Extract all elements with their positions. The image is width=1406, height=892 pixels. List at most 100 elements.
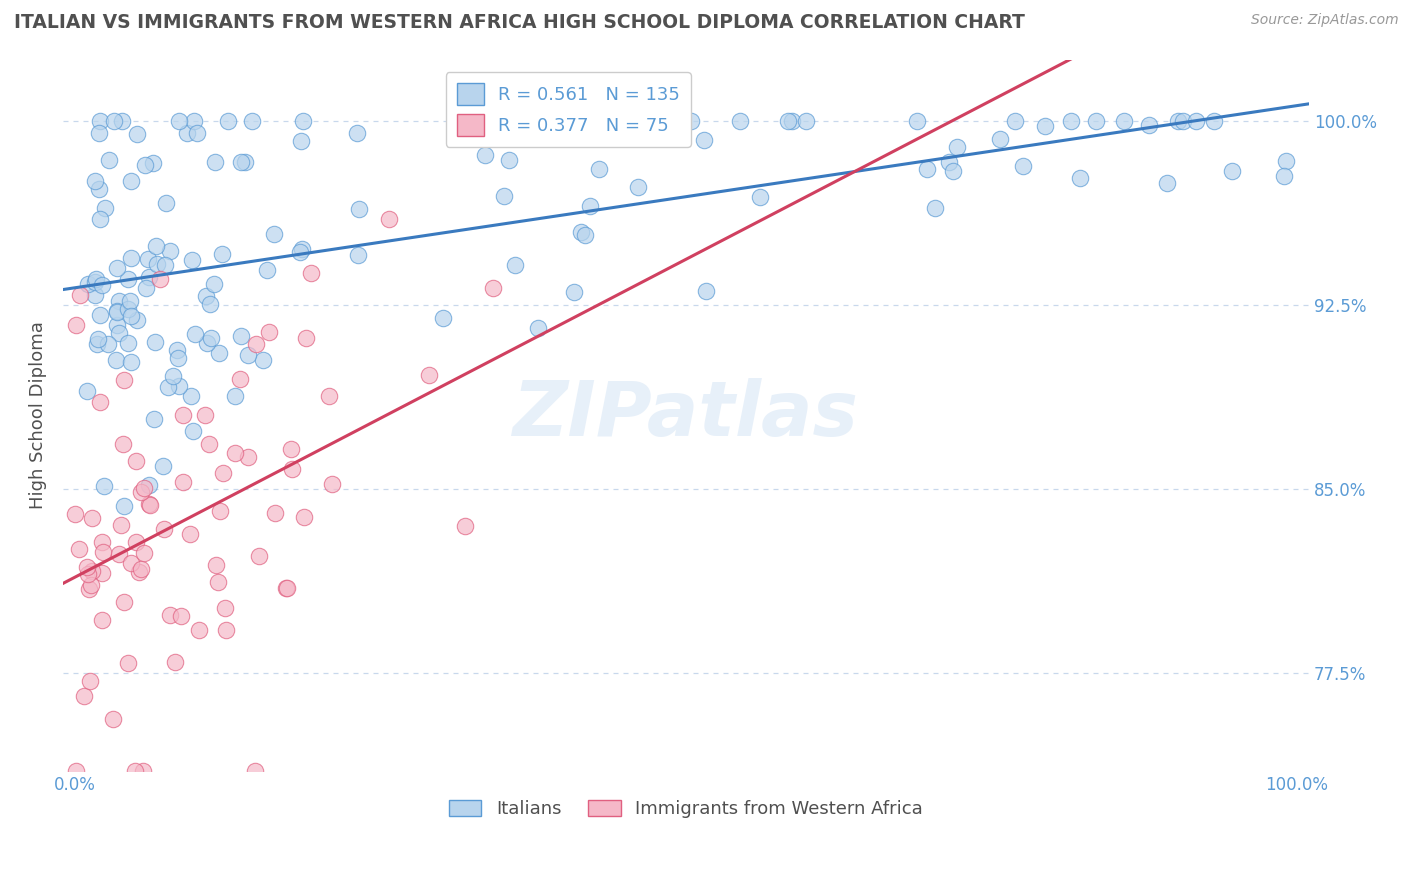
Point — [276, 581, 298, 595]
Text: ITALIAN VS IMMIGRANTS FROM WESTERN AFRICA HIGH SCHOOL DIPLOMA CORRELATION CHART: ITALIAN VS IMMIGRANTS FROM WESTERN AFRIC… — [14, 13, 1025, 32]
Point — [125, 454, 148, 468]
Point — [69, 288, 91, 302]
Point — [181, 425, 204, 439]
Point — [111, 437, 134, 451]
Point — [200, 296, 222, 310]
Point — [125, 127, 148, 141]
Point — [281, 462, 304, 476]
Point — [569, 225, 592, 239]
Point — [127, 313, 149, 327]
Point — [454, 519, 477, 533]
Point — [231, 155, 253, 169]
Point — [938, 155, 960, 169]
Point — [135, 281, 157, 295]
Point — [214, 601, 236, 615]
Point — [162, 369, 184, 384]
Point — [110, 518, 132, 533]
Point — [291, 242, 314, 256]
Point — [120, 309, 142, 323]
Text: Source: ZipAtlas.com: Source: ZipAtlas.com — [1251, 13, 1399, 28]
Point — [180, 389, 202, 403]
Point — [346, 248, 368, 262]
Point — [105, 318, 128, 332]
Point — [83, 275, 105, 289]
Point — [200, 331, 222, 345]
Point — [1114, 114, 1136, 128]
Point — [117, 656, 139, 670]
Point — [229, 372, 252, 386]
Point — [145, 257, 167, 271]
Point — [120, 293, 142, 308]
Point — [1275, 153, 1298, 168]
Point — [89, 211, 111, 226]
Point — [134, 158, 156, 172]
Point — [263, 227, 285, 241]
Point — [172, 408, 194, 422]
Point — [679, 114, 702, 128]
Point — [105, 304, 128, 318]
Point — [243, 764, 266, 778]
Point — [233, 154, 256, 169]
Point — [117, 272, 139, 286]
Point — [1156, 176, 1178, 190]
Point — [101, 712, 124, 726]
Point — [418, 368, 440, 383]
Point — [204, 558, 226, 572]
Point — [170, 609, 193, 624]
Point — [138, 498, 160, 512]
Point — [695, 284, 717, 298]
Point — [65, 764, 87, 778]
Point — [136, 252, 159, 267]
Point — [211, 247, 233, 261]
Point — [562, 285, 585, 299]
Point — [527, 321, 550, 335]
Point — [212, 467, 235, 481]
Point — [159, 607, 181, 622]
Point — [229, 329, 252, 343]
Point — [208, 504, 231, 518]
Point — [80, 578, 103, 592]
Point — [588, 161, 610, 176]
Point — [256, 263, 278, 277]
Point — [291, 114, 314, 128]
Point — [321, 477, 343, 491]
Point — [1011, 159, 1033, 173]
Point — [84, 174, 107, 188]
Point — [90, 613, 112, 627]
Point — [207, 574, 229, 589]
Point — [79, 673, 101, 688]
Point — [167, 378, 190, 392]
Point — [377, 211, 399, 226]
Point — [780, 114, 803, 128]
Point — [97, 337, 120, 351]
Point — [1033, 119, 1056, 133]
Point — [290, 134, 312, 148]
Point — [236, 348, 259, 362]
Point — [134, 481, 156, 495]
Point — [65, 508, 87, 522]
Point — [112, 499, 135, 513]
Point — [204, 154, 226, 169]
Point — [87, 332, 110, 346]
Point — [990, 132, 1012, 146]
Point — [263, 506, 285, 520]
Point — [112, 594, 135, 608]
Point — [187, 623, 209, 637]
Point — [105, 353, 128, 368]
Point — [107, 547, 129, 561]
Point — [176, 126, 198, 140]
Point — [129, 484, 152, 499]
Point — [89, 182, 111, 196]
Point — [214, 624, 236, 638]
Point — [117, 335, 139, 350]
Point — [143, 411, 166, 425]
Point — [117, 301, 139, 316]
Point — [167, 351, 190, 365]
Point — [915, 162, 938, 177]
Point — [1173, 114, 1195, 128]
Point — [574, 227, 596, 242]
Point — [288, 244, 311, 259]
Point — [166, 343, 188, 357]
Point — [93, 544, 115, 558]
Point — [907, 114, 929, 128]
